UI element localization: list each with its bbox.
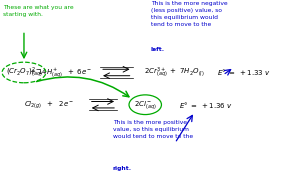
Text: These are what you are
starting with.: These are what you are starting with. bbox=[3, 5, 73, 17]
Text: $E°\ =\ +1.33\ v$: $E°\ =\ +1.33\ v$ bbox=[217, 67, 271, 78]
Text: $2Cl^-_{(aq)}$: $2Cl^-_{(aq)}$ bbox=[134, 99, 157, 110]
Text: $Cl_{2(g)}\ \ +\ \ 2e^-$: $Cl_{2(g)}\ \ +\ \ 2e^-$ bbox=[24, 99, 74, 110]
Text: left.: left. bbox=[151, 47, 165, 52]
Text: This is the more negative
(less positive) value, so
this equilibrium would
tend : This is the more negative (less positive… bbox=[151, 1, 228, 27]
Text: $2Cr^{3+}_{(aq)}\ +\ 7H_2O_{(l)}$: $2Cr^{3+}_{(aq)}\ +\ 7H_2O_{(l)}$ bbox=[144, 66, 205, 79]
Text: This is the more positive
value, so this equilibrium
would tend to move to the: This is the more positive value, so this… bbox=[113, 120, 195, 139]
Text: $E°\ =\ +1.36\ v$: $E°\ =\ +1.36\ v$ bbox=[179, 100, 233, 110]
Text: $+\ 14H^+_{(aq)}\ \ +\ 6e^-$: $+\ 14H^+_{(aq)}\ \ +\ 6e^-$ bbox=[29, 66, 92, 79]
Text: $(Cr_2O_7)^{2-}_{(aq)}$: $(Cr_2O_7)^{2-}_{(aq)}$ bbox=[6, 66, 42, 79]
Text: right.: right. bbox=[113, 166, 132, 171]
